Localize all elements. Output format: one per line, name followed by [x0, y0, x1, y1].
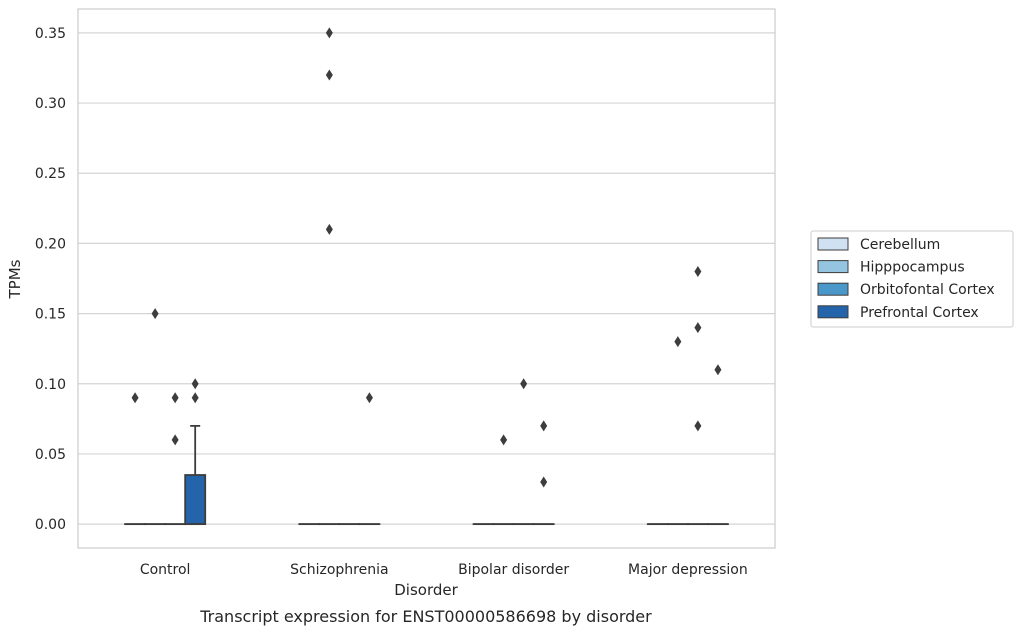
y-tick-label: 0.05 — [35, 447, 66, 463]
outlier-point — [540, 420, 548, 432]
y-tick-label: 0.00 — [35, 517, 66, 533]
legend-label: Orbitofontal Cortex — [860, 282, 995, 298]
legend-label: Prefrontal Cortex — [860, 305, 979, 321]
outlier-point — [325, 223, 333, 235]
legend-label: Cerebellum — [860, 237, 940, 253]
y-tick-label: 0.25 — [35, 166, 66, 182]
box — [184, 474, 207, 526]
outlier-point — [694, 420, 702, 432]
outlier-point — [500, 434, 508, 446]
outlier-point — [151, 308, 159, 320]
outlier-point — [131, 392, 139, 404]
legend-label: Hipppocampus — [860, 260, 965, 276]
legend-frame — [810, 230, 1014, 328]
plot-frame — [77, 8, 776, 549]
legend-swatch — [817, 260, 849, 274]
outlier-point — [191, 392, 199, 404]
legend: Cerebellum Hipppocampus Orbitofontal Corte… — [810, 230, 1014, 328]
y-tick-label: 0.35 — [35, 26, 66, 42]
legend-swatch — [817, 237, 849, 251]
outlier-points — [131, 27, 722, 488]
y-tick-label: 0.20 — [35, 236, 66, 252]
outlier-point — [365, 392, 373, 404]
outlier-point — [325, 69, 333, 81]
outlier-point — [694, 265, 702, 277]
chart-caption: Transcript expression for ENST0000058669… — [199, 607, 652, 626]
grid-lines — [78, 32, 775, 525]
y-tick-labels: 0.00 0.05 0.10 0.15 0.20 0.25 0.30 0.35 — [35, 26, 66, 533]
outlier-point — [674, 336, 682, 348]
legend-swatch — [817, 282, 849, 296]
legend-swatch — [817, 305, 849, 319]
outlier-point — [171, 392, 179, 404]
x-tick-labels: Control Schizophrenia Bipolar disorder Majo… — [140, 562, 748, 578]
outlier-point — [171, 434, 179, 446]
outlier-point — [714, 364, 722, 376]
x-axis-label: Disorder — [394, 581, 458, 599]
y-tick-label: 0.15 — [35, 307, 66, 323]
y-tick-label: 0.30 — [35, 96, 66, 112]
outlier-point — [694, 322, 702, 334]
x-tick-label: Control — [140, 562, 191, 578]
x-tick-label: Major depression — [628, 562, 748, 578]
outlier-point — [191, 378, 199, 390]
outlier-point — [520, 378, 528, 390]
outlier-point — [540, 476, 548, 488]
x-tick-label: Bipolar disorder — [458, 562, 569, 578]
y-tick-label: 0.10 — [35, 377, 66, 393]
box-elements — [124, 424, 729, 526]
x-tick-label: Schizophrenia — [290, 562, 388, 578]
outlier-point — [325, 27, 333, 39]
y-axis-label: TPMs — [6, 259, 24, 299]
